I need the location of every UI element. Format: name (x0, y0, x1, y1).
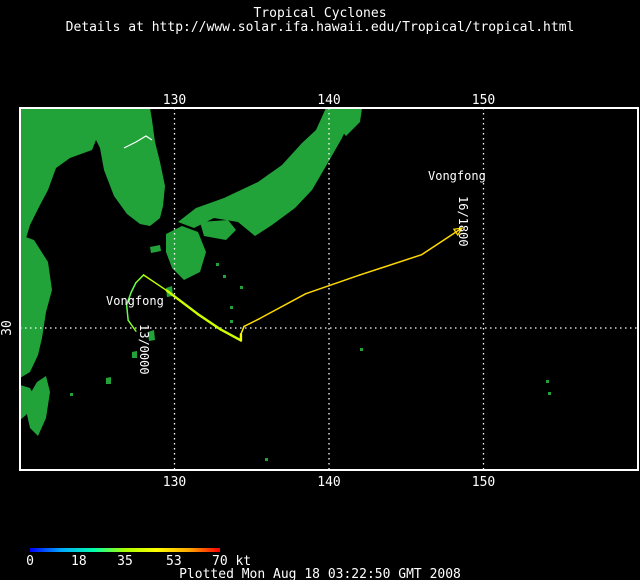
islet-8 (265, 458, 268, 461)
jeju-island (150, 245, 161, 253)
track-arrowhead (452, 227, 464, 237)
track-segment-2 (125, 303, 129, 321)
axis-ticks: 130 130 140 140 150 150 30 (0, 93, 495, 490)
intensity-tick-35: 35 (117, 554, 133, 569)
intensity-tick-18: 18 (71, 554, 87, 569)
ryukyu-2 (148, 330, 155, 341)
lon-label-bottom-150: 150 (472, 475, 495, 490)
track-segment-6 (142, 274, 168, 292)
islet-6 (548, 392, 551, 395)
track-segment-7 (165, 289, 199, 316)
track-segment-9 (219, 328, 243, 342)
lat-label-30: 30 (0, 320, 15, 336)
hokkaido (334, 108, 362, 136)
intensity-tick-0: 0 (26, 554, 34, 569)
ryukyu-4 (106, 377, 111, 384)
intensity-tick-53: 53 (166, 554, 182, 569)
china-east-coast (20, 235, 52, 378)
lon-label-top-140: 140 (317, 93, 340, 108)
figure-title: Tropical Cyclones (253, 6, 386, 21)
track-segment-15 (359, 253, 423, 276)
storm-name-end: Vongfong (428, 169, 486, 183)
korean-peninsula (88, 108, 165, 226)
islet-4 (230, 320, 233, 323)
map-frame (19, 107, 639, 471)
land-masses (20, 108, 551, 461)
track-segment-16 (420, 227, 463, 256)
details-url: Details at http://www.solar.ifa.hawaii.e… (66, 20, 575, 35)
track-segment-13 (258, 292, 307, 320)
storm-track (125, 227, 464, 342)
graticule (20, 108, 638, 470)
lon-label-bottom-130: 130 (163, 475, 186, 490)
track-segment-4 (130, 282, 137, 293)
track-segment-5 (135, 274, 145, 284)
map-panel (19, 107, 639, 471)
storm-name-start: Vongfong (106, 294, 164, 308)
intensity-scale-labels: 0 18 35 53 70 kt (26, 554, 251, 569)
islet-5 (360, 348, 363, 351)
lon-label-top-130: 130 (163, 93, 186, 108)
track-segment-1 (127, 319, 137, 332)
track-segment-8 (196, 312, 223, 331)
honshu (178, 108, 356, 236)
islet-3 (230, 306, 233, 309)
ryukyu-3 (132, 351, 137, 358)
track-segment-12 (243, 317, 261, 328)
islet-1 (216, 263, 219, 266)
taiwan (26, 376, 50, 436)
lon-label-top-150: 150 (472, 93, 495, 108)
kyushu (166, 226, 206, 280)
storm-end-time: 16/1800 (456, 196, 470, 247)
islet-2 (223, 275, 226, 278)
storm-start-time: 13/0000 (137, 324, 151, 375)
islet-10 (240, 286, 243, 289)
country-borders (123, 135, 153, 149)
lon-label-bottom-140: 140 (317, 475, 340, 490)
islet-7 (546, 380, 549, 383)
shikoku (200, 220, 236, 240)
plotted-timestamp: Plotted Mon Aug 18 03:22:50 GMT 2008 (179, 567, 461, 580)
islet-9 (70, 393, 73, 396)
korea-china-border (123, 135, 153, 149)
intensity-tick-70: 70 kt (212, 554, 251, 569)
intensity-colorbar (30, 548, 220, 552)
china-coast (20, 108, 100, 255)
track-segment-11 (240, 325, 245, 335)
track-segment-14 (305, 274, 361, 295)
track-segment-3 (125, 291, 132, 306)
